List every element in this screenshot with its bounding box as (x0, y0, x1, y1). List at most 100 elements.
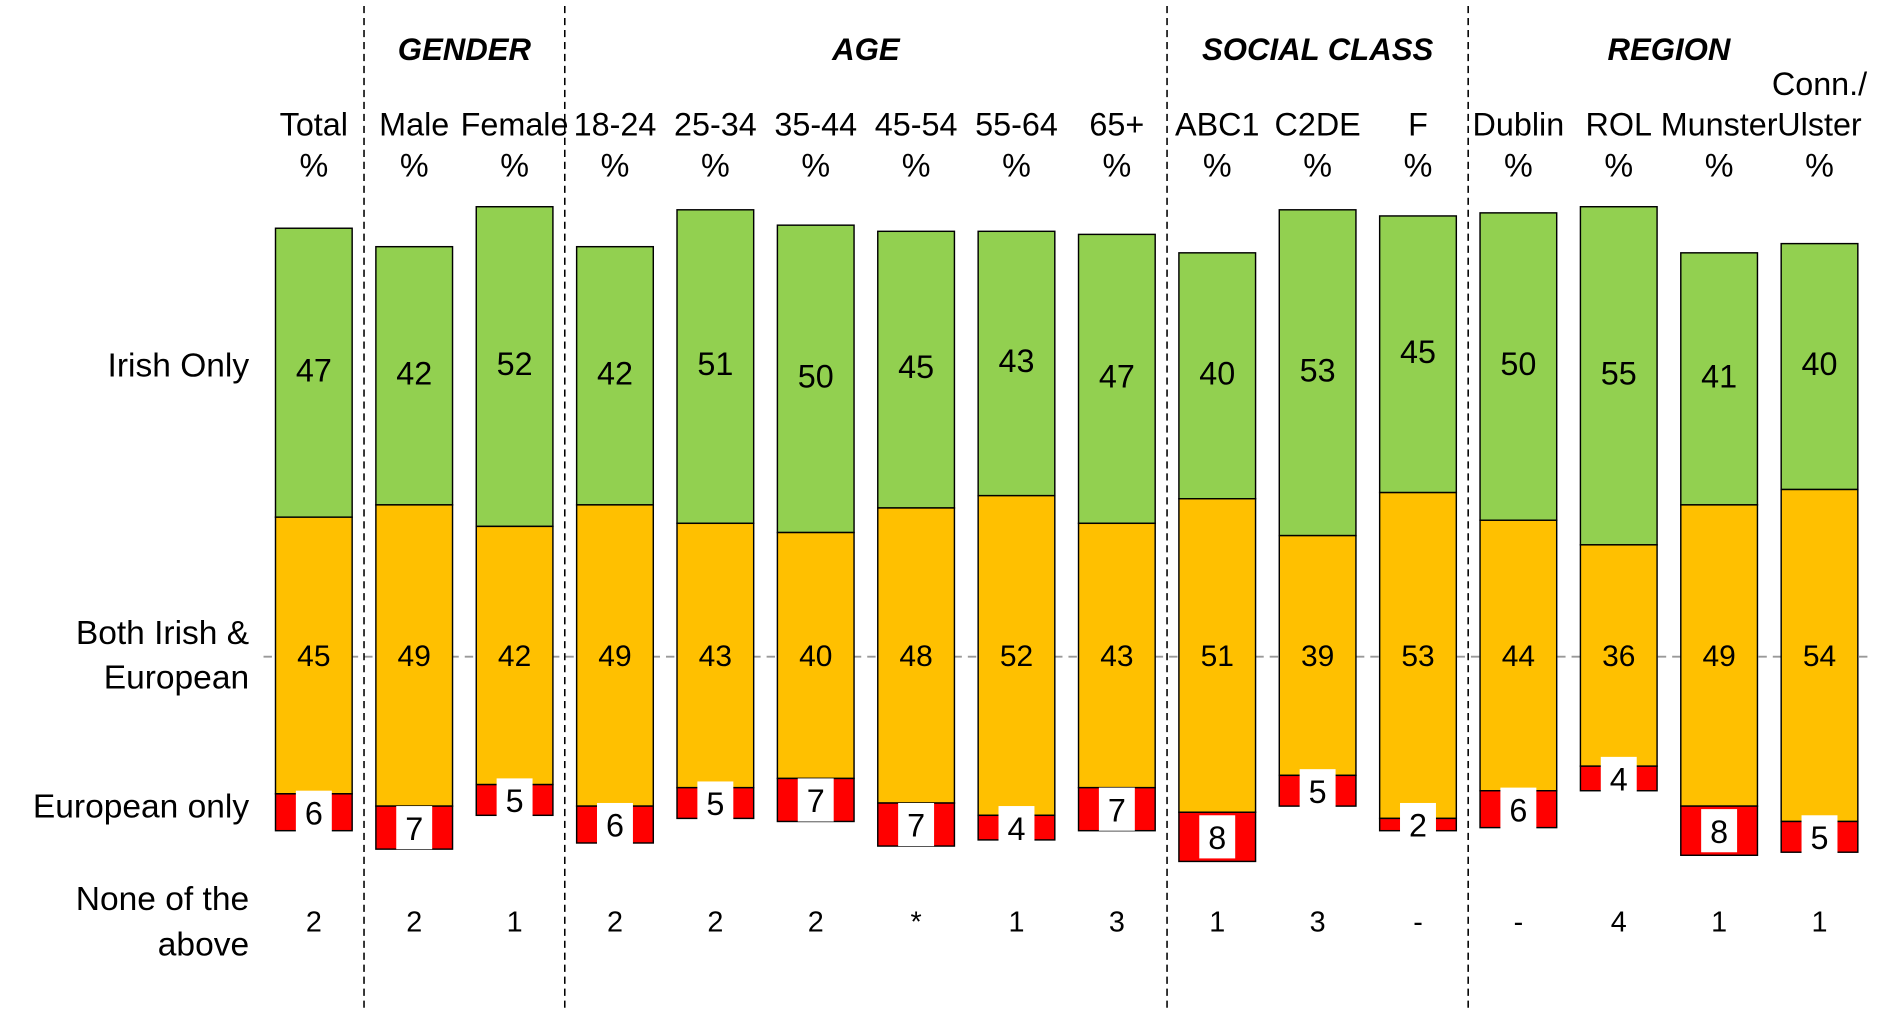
row-label: Both Irish & (76, 615, 249, 652)
label-box (1299, 769, 1336, 813)
category-label: Conn./ (1772, 66, 1867, 102)
bar-segment (1780, 488, 1859, 823)
value-label: 47 (1099, 358, 1135, 394)
category-label: C2DE (1274, 107, 1360, 143)
category-label: % (801, 147, 830, 183)
value-label: 48 (899, 640, 932, 673)
label-box (396, 806, 433, 850)
value-label: 51 (697, 346, 733, 382)
category-label: % (1303, 147, 1332, 183)
category-label: 65+ (1089, 107, 1144, 143)
none-value: 2 (306, 907, 322, 939)
category-label: Male (379, 107, 449, 143)
none-value: 2 (607, 907, 623, 939)
value-label: 42 (396, 355, 432, 391)
category-label: % (601, 147, 630, 183)
label-box (596, 802, 633, 847)
bar-segment (475, 206, 554, 528)
value-label: 8 (1208, 820, 1226, 856)
category-label: % (902, 147, 931, 183)
bar-segment (1579, 206, 1658, 546)
value-label: 41 (1701, 358, 1737, 394)
bar-segment (676, 209, 755, 525)
none-value: 3 (1310, 907, 1326, 939)
none-value: 1 (507, 907, 523, 939)
category-label: % (701, 147, 730, 183)
bar-segment (274, 227, 353, 518)
value-label: 7 (1108, 792, 1126, 828)
category-label: % (1705, 147, 1734, 183)
category-label: Total (280, 107, 348, 143)
category-label: ROL (1586, 107, 1652, 143)
value-label: 2 (1409, 808, 1427, 844)
label-box (1199, 815, 1236, 859)
value-label: 45 (898, 349, 934, 385)
value-label: 5 (706, 786, 724, 822)
label-box (1801, 815, 1838, 859)
group-title: AGE (831, 32, 901, 67)
bar-segment (1680, 504, 1759, 807)
none-value: 2 (808, 907, 824, 939)
none-value: 1 (1812, 907, 1828, 939)
category-label: % (1805, 147, 1834, 183)
group-title: GENDER (398, 32, 532, 67)
bar-segment (776, 224, 855, 534)
bar-segment (977, 494, 1056, 817)
bar-segment (1479, 519, 1558, 792)
value-label: 40 (799, 640, 832, 673)
bar-segment (877, 507, 956, 804)
none-value: 3 (1109, 907, 1125, 939)
value-label: 49 (398, 640, 431, 673)
value-label: 49 (598, 640, 631, 673)
group-title: REGION (1608, 32, 1732, 67)
none-value: 2 (406, 907, 422, 939)
none-value: * (911, 907, 922, 939)
value-label: 36 (1602, 640, 1635, 673)
bar-segment (575, 504, 655, 807)
bar-segment (1077, 233, 1156, 525)
none-value: 1 (1008, 907, 1024, 939)
category-label: % (1404, 147, 1433, 183)
category-label: % (299, 147, 328, 183)
value-label: 43 (998, 343, 1034, 379)
label-box (1500, 787, 1537, 831)
value-label: 6 (1509, 792, 1527, 828)
bar-segment (1680, 252, 1759, 506)
value-label: 43 (699, 640, 732, 673)
row-label: None of the (76, 881, 249, 918)
value-label: 52 (497, 346, 533, 382)
label-box (1600, 756, 1637, 801)
category-label: % (400, 147, 429, 183)
value-label: 49 (1702, 640, 1735, 673)
category-label: % (1203, 147, 1232, 183)
category-label: 55-64 (975, 107, 1058, 143)
row-label: European only (33, 789, 249, 826)
value-label: 43 (1100, 640, 1133, 673)
bar-segment (1579, 544, 1658, 767)
value-label: 7 (907, 808, 925, 844)
value-label: 40 (1802, 346, 1838, 382)
row-label: European (104, 659, 249, 696)
bar-segment (1178, 498, 1257, 813)
category-label: % (1102, 147, 1131, 183)
value-label: 44 (1502, 640, 1535, 673)
value-label: 53 (1401, 640, 1434, 673)
category-label: F (1408, 107, 1428, 143)
category-label: ABC1 (1175, 107, 1259, 143)
value-label: 47 (296, 352, 332, 388)
bar-segment (1178, 252, 1257, 500)
value-label: 42 (597, 355, 633, 391)
row-label: above (158, 927, 249, 964)
bar-segment (575, 245, 655, 506)
bar-segment (1278, 534, 1357, 777)
bar-segment (274, 516, 353, 795)
value-label: 50 (1500, 346, 1536, 382)
category-label: 45-54 (875, 107, 958, 143)
category-label: % (500, 147, 529, 183)
value-label: 5 (506, 783, 524, 819)
label-box (496, 778, 533, 822)
category-label: Dublin (1473, 107, 1565, 143)
category-label: Ulster (1777, 107, 1862, 143)
value-label: 5 (1811, 820, 1829, 856)
